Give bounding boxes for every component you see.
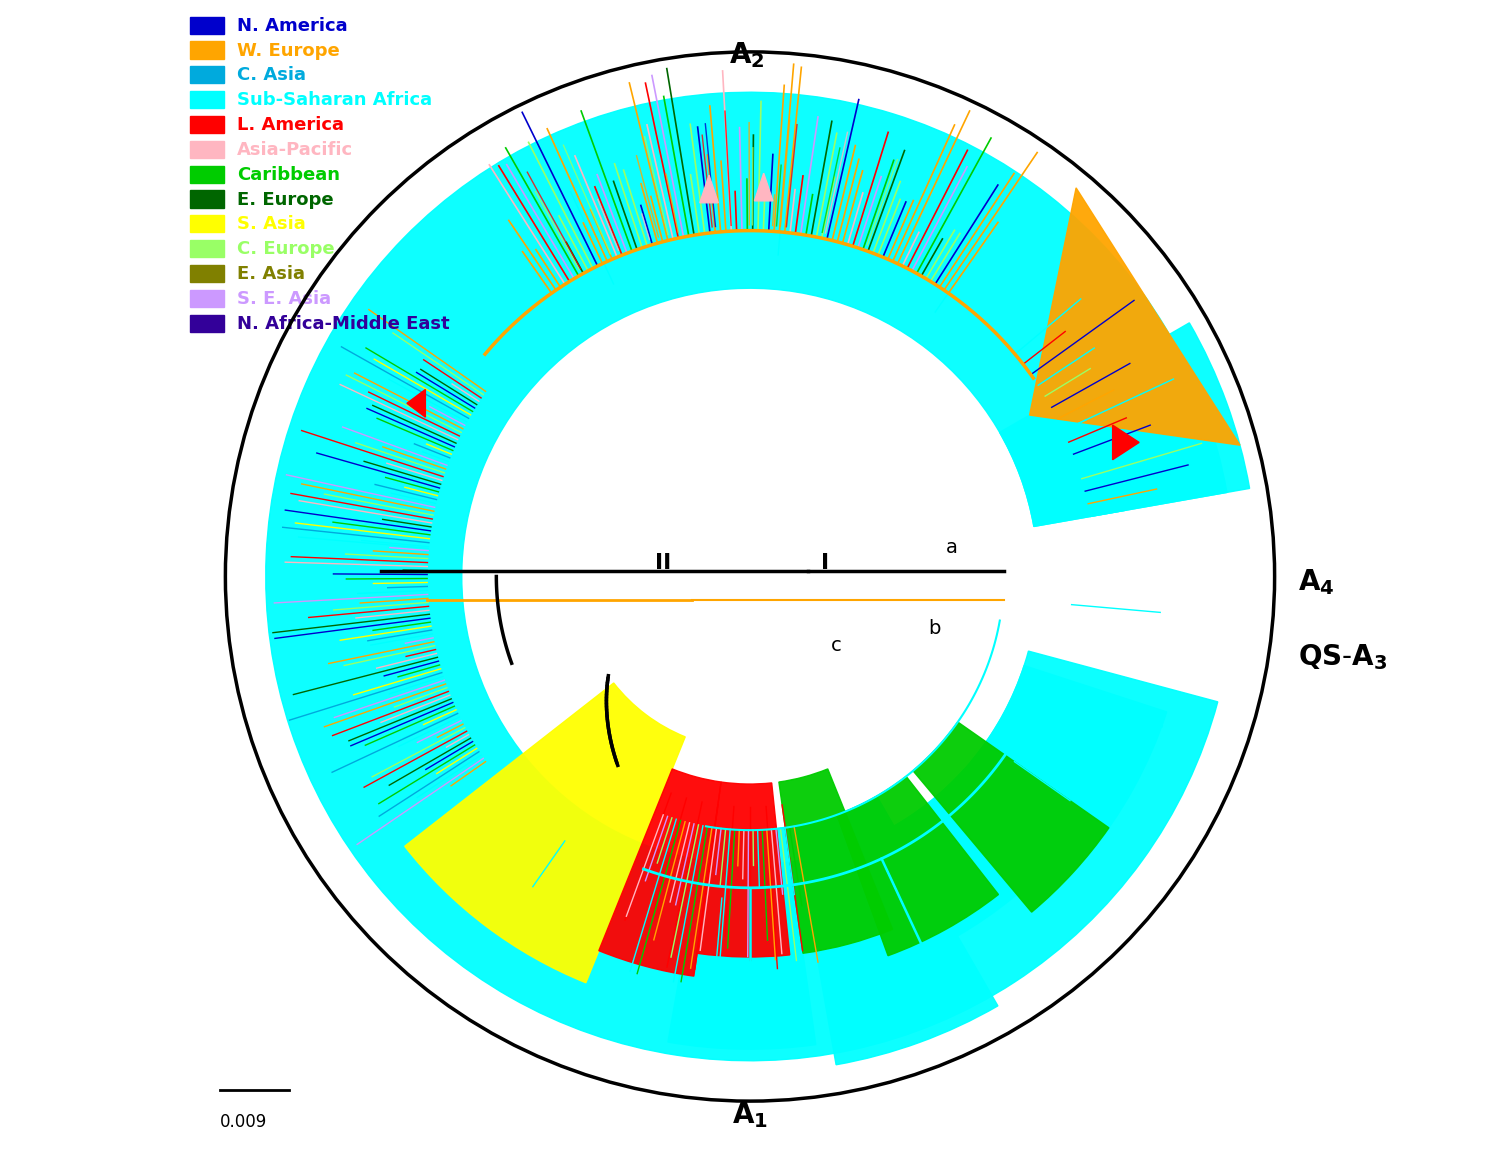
Polygon shape — [700, 175, 718, 203]
Text: $\mathbf{QS\text{-}A_3}$: $\mathbf{QS\text{-}A_3}$ — [1298, 642, 1388, 672]
Polygon shape — [1113, 425, 1138, 460]
Polygon shape — [754, 173, 772, 201]
Wedge shape — [778, 769, 892, 954]
Legend: N. America, W. Europe, C. Asia, Sub-Saharan Africa, L. America, Asia-Pacific, Ca: N. America, W. Europe, C. Asia, Sub-Saha… — [182, 8, 458, 341]
Wedge shape — [970, 665, 1167, 858]
Wedge shape — [894, 769, 1059, 936]
Polygon shape — [406, 390, 426, 417]
Wedge shape — [794, 797, 998, 1064]
Polygon shape — [1029, 188, 1240, 445]
Wedge shape — [999, 323, 1250, 527]
Text: b: b — [928, 619, 940, 638]
Text: $\mathbf{A_4}$: $\mathbf{A_4}$ — [1298, 567, 1334, 597]
Text: a: a — [946, 538, 957, 557]
Text: I: I — [821, 552, 830, 573]
Wedge shape — [598, 769, 722, 977]
Text: $\mathbf{A_1}$: $\mathbf{A_1}$ — [732, 1100, 768, 1130]
Wedge shape — [837, 776, 999, 956]
Wedge shape — [914, 722, 1108, 912]
Wedge shape — [698, 782, 790, 957]
Text: II: II — [656, 552, 672, 573]
Wedge shape — [405, 683, 686, 982]
Wedge shape — [668, 827, 816, 1049]
Text: 0.009: 0.009 — [219, 1113, 267, 1131]
Text: c: c — [831, 636, 842, 655]
Text: $\mathbf{A_2}$: $\mathbf{A_2}$ — [729, 40, 765, 70]
Wedge shape — [266, 92, 1227, 1061]
